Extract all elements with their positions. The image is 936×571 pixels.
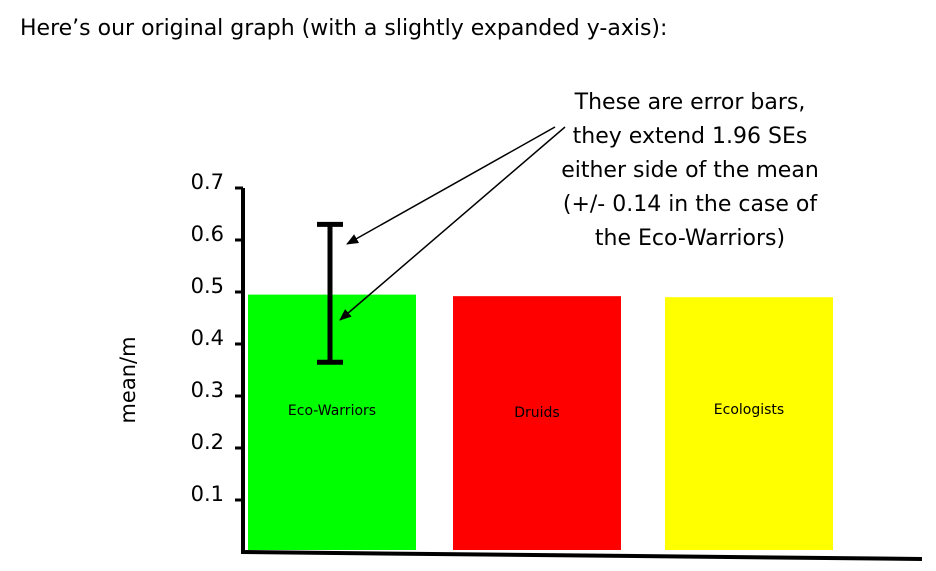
bar-label: Druids <box>514 405 559 421</box>
y-tick-label: 0.6 <box>191 222 224 246</box>
annotation-line: (+/- 0.14 in the case of <box>562 192 818 217</box>
y-axis-label: mean/m <box>116 336 140 424</box>
annotation-line: These are error bars, <box>574 90 806 115</box>
annotation-line: either side of the mean <box>561 158 819 183</box>
page-heading: Here’s our original graph (with a slight… <box>20 16 668 41</box>
y-tick-label: 0.1 <box>191 482 224 506</box>
error-bar-annotation: These are error bars, they extend 1.96 S… <box>540 86 840 256</box>
arrow-to-error-bar-middle <box>339 126 566 321</box>
x-axis-line <box>240 550 923 561</box>
bar-ecologists <box>665 297 833 550</box>
bar-label: Eco-Warriors <box>288 403 376 419</box>
annotation-line: the Eco-Warriors) <box>594 226 786 251</box>
y-tick-label: 0.7 <box>191 170 224 194</box>
arrow-to-error-bar-top <box>346 126 556 245</box>
y-tick-label: 0.5 <box>191 274 224 298</box>
bar-druids <box>453 296 621 550</box>
annotation-line: they extend 1.96 SEs <box>572 124 808 149</box>
y-tick-label: 0.2 <box>191 430 224 454</box>
bar-label: Ecologists <box>714 402 784 418</box>
y-tick-label: 0.3 <box>191 378 224 402</box>
y-tick-label: 0.4 <box>191 326 224 350</box>
